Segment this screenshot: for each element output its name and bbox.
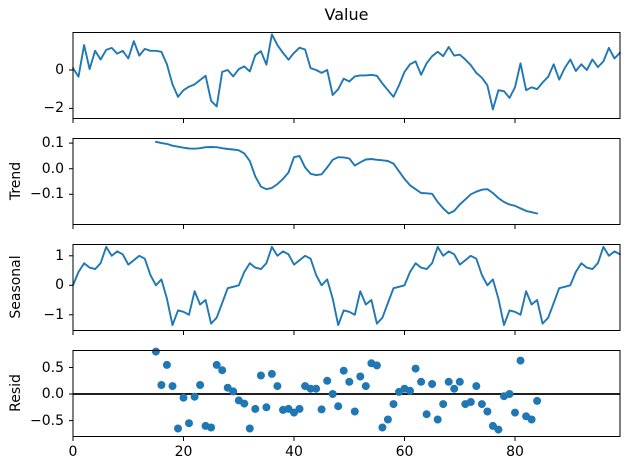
resid-point <box>383 415 392 424</box>
resid-point <box>350 407 359 416</box>
resid-point <box>494 425 503 434</box>
x-tick-label: 80 <box>506 444 524 460</box>
x-tick-label: 0 <box>68 444 78 460</box>
resid-ytick-label: 0.0 <box>41 386 64 403</box>
resid-point <box>245 424 254 433</box>
resid-point <box>273 382 282 391</box>
resid-point <box>151 347 160 356</box>
x-tick-label: 60 <box>395 444 414 460</box>
resid-point <box>306 384 315 393</box>
resid-point <box>185 419 193 428</box>
resid-point <box>218 366 227 375</box>
resid-point <box>162 360 171 369</box>
observed-plot-area <box>69 32 621 123</box>
subplot-resid: 0.5 0.0 −0.5 0 20 40 60 80 <box>0 347 630 459</box>
figure-title: Value <box>324 5 369 24</box>
resid-point <box>466 398 475 406</box>
resid-point <box>190 392 199 401</box>
resid-point <box>372 361 381 370</box>
resid-point <box>511 408 519 417</box>
resid-point <box>295 404 304 413</box>
resid-point <box>356 372 365 381</box>
resid-point <box>505 390 514 398</box>
resid-point <box>256 371 265 380</box>
observed-spines <box>72 32 621 119</box>
resid-point <box>196 381 205 389</box>
resid-point <box>267 369 276 378</box>
resid-point <box>444 377 453 386</box>
resid-ytick-label: −0.5 <box>30 412 64 429</box>
resid-point <box>450 384 459 393</box>
x-tick-label: 20 <box>174 444 193 460</box>
resid-point <box>339 366 348 375</box>
resid-point <box>411 364 420 373</box>
resid-point <box>433 415 442 424</box>
observed-series-line <box>72 33 621 111</box>
trend-ytick-label: 0.0 <box>41 160 64 177</box>
resid-plot-area <box>69 347 621 441</box>
resid-point <box>428 380 437 388</box>
resid-point <box>168 382 177 391</box>
subplot-observed: 0 −2 <box>0 32 630 123</box>
trend-ytick-label: −0.1 <box>30 186 64 203</box>
resid-point <box>212 360 221 369</box>
resid-point <box>317 405 326 414</box>
resid-point <box>472 382 481 391</box>
resid-point <box>251 404 260 413</box>
resid-point <box>157 381 166 389</box>
trend-series-line <box>154 140 539 215</box>
resid-point <box>455 377 464 386</box>
resid-point <box>174 424 182 433</box>
resid-point <box>240 399 249 408</box>
resid-point <box>477 400 486 409</box>
seasonal-ytick-label: −1 <box>43 306 64 323</box>
resid-point <box>323 376 332 385</box>
resid-point <box>334 402 343 411</box>
resid-point <box>422 410 431 419</box>
resid-point <box>533 396 542 405</box>
seasonal-ytick-label: 0 <box>55 277 64 294</box>
resid-point <box>262 403 271 412</box>
subplot-trend: 0.1 0.0 −0.1 <box>0 135 630 229</box>
seasonal-spines <box>72 244 621 331</box>
resid-point <box>527 415 536 424</box>
seasonal-series-line <box>72 245 621 327</box>
resid-point <box>361 382 370 391</box>
resid-point <box>516 356 525 365</box>
resid-point <box>406 386 414 395</box>
seasonal-ytick-label: 1 <box>55 247 64 264</box>
resid-point <box>389 400 398 409</box>
trend-spines <box>72 138 621 225</box>
resid-point <box>312 384 321 393</box>
resid-point <box>417 377 426 386</box>
observed-ytick-label: 0 <box>55 62 64 79</box>
trend-ytick-label: 0.1 <box>41 135 64 152</box>
resid-ytick-label: 0.5 <box>41 359 64 376</box>
x-tick-label: 40 <box>285 444 303 460</box>
resid-point <box>439 400 448 409</box>
resid-point <box>483 407 492 416</box>
resid-point <box>207 423 216 432</box>
observed-ytick-label: −2 <box>43 100 64 117</box>
resid-point <box>378 423 387 432</box>
seasonal-plot-area <box>69 244 621 335</box>
resid-point <box>345 377 354 386</box>
resid-point <box>328 390 337 398</box>
subplot-seasonal: 1 0 −1 <box>0 244 630 335</box>
resid-point <box>179 393 188 402</box>
trend-plot-area <box>69 138 621 229</box>
resid-point <box>229 387 238 396</box>
